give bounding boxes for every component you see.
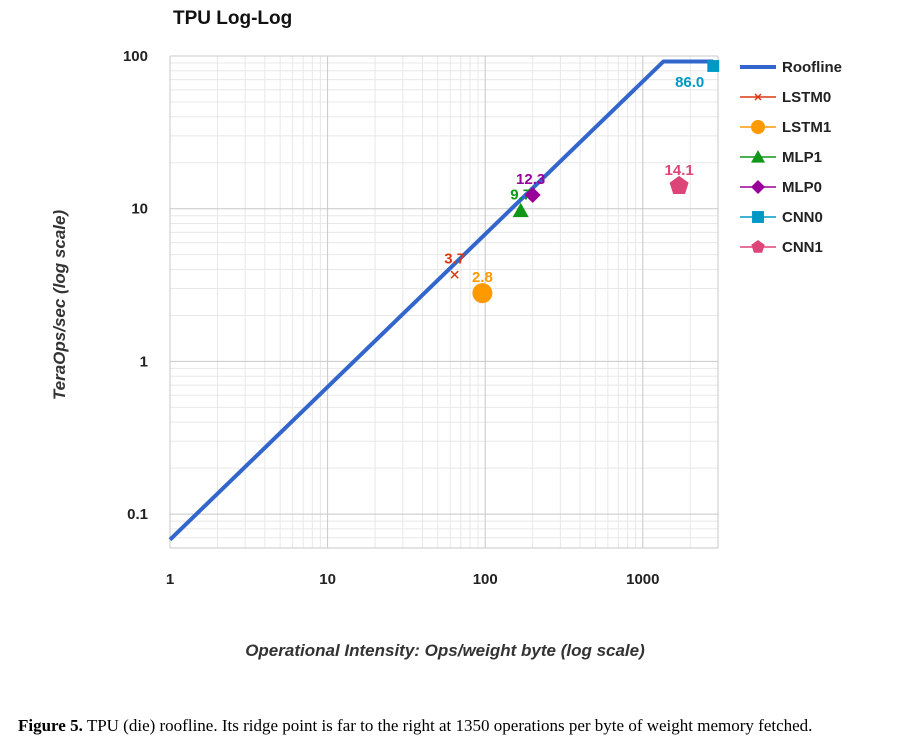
x-tick-label: 1 <box>166 571 174 588</box>
data-points: 3.7 2.8 9.712.3 86.0 14.1 <box>444 60 720 304</box>
y-tick-label: 1 <box>140 353 148 370</box>
legend-label: LSTM0 <box>782 89 831 106</box>
data-label-mlp0: 12.3 <box>516 171 545 188</box>
y-tick-label: 0.1 <box>127 506 148 523</box>
x-tick-label: 1000 <box>626 571 659 588</box>
roofline-series <box>168 59 714 542</box>
x-axis-label: Operational Intensity: Ops/weight byte (… <box>245 641 645 660</box>
roofline-layer <box>168 59 714 542</box>
legend-item-mlp1: MLP1 <box>740 149 822 166</box>
point-mlp1 <box>512 202 529 218</box>
legend-item-roofline: Roofline <box>740 59 842 76</box>
legend-item-cnn0: CNN0 <box>740 209 823 226</box>
legend-swatch-marker <box>752 211 764 223</box>
point-cnn1 <box>669 175 689 194</box>
legend-item-lstm0: LSTM0 <box>740 89 831 106</box>
axes: 1 10 100 1000 0.1 1 10 100 <box>123 48 660 588</box>
legend-label: MLP0 <box>782 179 822 196</box>
x-tick-label: 10 <box>319 571 336 588</box>
legend-label: CNN1 <box>782 239 823 256</box>
x-tick-label: 100 <box>473 571 498 588</box>
legend-label: LSTM1 <box>782 119 831 136</box>
data-label-lstm1: 2.8 <box>472 269 493 286</box>
legend-swatch-marker <box>751 120 765 134</box>
data-label-cnn1: 14.1 <box>665 162 694 179</box>
roofline-chart: 1 10 100 1000 0.1 1 10 100 3.7 2.8 9.712.3 86.0 14.… <box>50 8 842 660</box>
legend-label: Roofline <box>782 59 842 76</box>
y-tick-label: 100 <box>123 48 148 65</box>
point-mlp0 <box>524 186 541 203</box>
chart-title: TPU Log-Log <box>173 8 292 29</box>
legend-swatch-marker <box>751 150 765 163</box>
legend-swatch-marker <box>754 93 762 101</box>
legend-swatch-marker <box>751 240 765 253</box>
legend-swatch-marker <box>751 180 765 194</box>
caption-label: Figure 5. <box>18 716 83 735</box>
data-label-mlp1: 9.7 <box>510 187 531 204</box>
legend-item-mlp0: MLP0 <box>740 179 822 196</box>
data-label-cnn0: 86.0 <box>675 74 704 91</box>
marker-stroke <box>450 270 459 279</box>
data-label-lstm0: 3.7 <box>444 251 465 268</box>
legend: Roofline LSTM0 LSTM1 MLP1 MLP0 CNN0 CNN1 <box>740 59 842 256</box>
point-cnn0 <box>707 60 720 72</box>
legend-item-cnn1: CNN1 <box>740 239 823 256</box>
grid <box>169 55 719 549</box>
marker-stroke <box>754 93 762 101</box>
point-lstm0 <box>450 270 459 279</box>
legend-item-lstm1: LSTM1 <box>740 119 831 136</box>
figure-caption: Figure 5. TPU (die) roofline. Its ridge … <box>18 716 918 736</box>
y-axis-label: TeraOps/sec (log scale) <box>50 210 69 401</box>
point-lstm1 <box>472 283 493 304</box>
legend-label: CNN0 <box>782 209 823 226</box>
y-tick-label: 10 <box>131 201 148 218</box>
legend-label: MLP1 <box>782 149 822 166</box>
caption-text: TPU (die) roofline. Its ridge point is f… <box>86 716 813 735</box>
